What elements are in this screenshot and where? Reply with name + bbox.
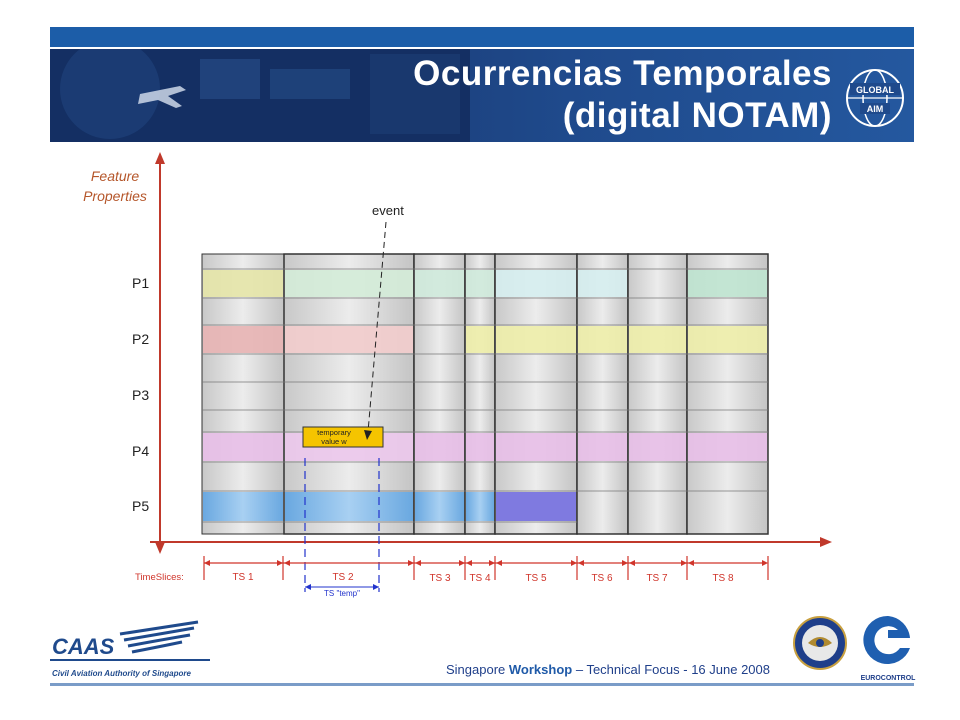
caas-logo-text: CAAS — [52, 634, 115, 659]
title-line-2: (digital NOTAM) — [562, 96, 832, 135]
event-arrowhead — [364, 430, 372, 440]
footer-suffix: – Technical Focus - 16 June 2008 — [572, 662, 770, 677]
column-ts5 — [494, 253, 578, 535]
page-title: Ocurrencias Temporales (digital NOTAM) — [413, 53, 832, 137]
eurocontrol-logo: EUROCONTROL — [856, 612, 920, 684]
title-line-1: Ocurrencias Temporales — [413, 54, 832, 93]
x-axis-arrowhead — [820, 537, 832, 547]
timeslice-diagram: Feature Properties P1 P2 P3 P4 P5 — [83, 152, 832, 598]
row-separators — [202, 268, 768, 523]
faa-seal-logo — [793, 616, 847, 670]
event-arrow — [367, 221, 387, 433]
column-ts4 — [464, 253, 496, 535]
timeslice-label-ts8: TS 8 — [712, 573, 734, 584]
column-ts8 — [686, 253, 769, 535]
temporary-value-line2: value w — [321, 437, 347, 446]
property-label-p4: P4 — [132, 443, 149, 459]
timeslice-columns — [201, 253, 769, 535]
property-label-p3: P3 — [132, 387, 149, 403]
temp-bracket-left-arrowhead — [305, 584, 311, 590]
eurocontrol-label: EUROCONTROL — [860, 675, 916, 682]
event-label: event — [372, 203, 404, 218]
row-p2-values — [203, 326, 767, 353]
row-p4-values — [203, 433, 767, 461]
timeslice-label-ts1: TS 1 — [232, 572, 254, 583]
column-ts2 — [283, 253, 415, 535]
timeslice-label-ts3: TS 3 — [429, 573, 451, 584]
y-axis-label-line1: Feature — [91, 168, 139, 184]
timeslice-brackets — [203, 556, 769, 580]
column-ts6 — [576, 253, 629, 535]
y-axis-arrowhead — [155, 152, 165, 164]
header-banner: Ocurrencias Temporales (digital NOTAM) G… — [50, 49, 914, 142]
global-aim-logo: GLOBAL AIM — [846, 69, 904, 127]
footer-prefix: Singapore — [446, 662, 509, 677]
caas-logo: CAAS Civil Aviation Authority of Singapo… — [50, 616, 250, 682]
temporary-value-line1: temporary — [317, 428, 351, 437]
footer-workshop: Workshop — [508, 662, 573, 677]
timeslice-label-ts7: TS 7 — [646, 573, 668, 584]
y-axis-label-line2: Properties — [83, 188, 147, 204]
timeslice-labels: TS 1 TS 2 TS 3 TS 4 TS 5 TS 6 TS 7 TS 8 — [232, 572, 734, 584]
column-ts1 — [201, 253, 285, 535]
timeslice-label-ts4: TS 4 — [469, 573, 491, 584]
timeslice-bracket-arrowheads — [204, 560, 768, 566]
logo-text-aim: AIM — [867, 104, 884, 114]
footer-rule — [50, 683, 914, 686]
column-ts7 — [627, 253, 688, 535]
header-top-band — [50, 27, 914, 47]
temp-bracket-right-arrowhead — [373, 584, 379, 590]
row-p5-values — [203, 492, 576, 521]
caas-caption: Civil Aviation Authority of Singapore — [52, 669, 192, 678]
timeslice-label-ts6: TS 6 — [591, 573, 613, 584]
property-label-p1: P1 — [132, 275, 149, 291]
temp-timeslice-label: TS "temp" — [324, 589, 360, 598]
timeslices-label: TimeSlices: — [135, 572, 184, 583]
property-label-p5: P5 — [132, 498, 149, 514]
event-footer: Singapore Workshop – Technical Focus - 1… — [350, 662, 770, 677]
y-axis-bottom-arrowhead — [155, 542, 165, 554]
property-label-p2: P2 — [132, 331, 149, 347]
column-ts3 — [413, 253, 466, 535]
timeslice-label-ts5: TS 5 — [525, 573, 547, 584]
timeslice-label-ts2: TS 2 — [332, 572, 354, 583]
temporary-value-box — [302, 426, 384, 448]
banner-background-image — [50, 49, 470, 142]
row-p1-values — [203, 270, 767, 297]
logo-text-global: GLOBAL — [856, 85, 894, 95]
